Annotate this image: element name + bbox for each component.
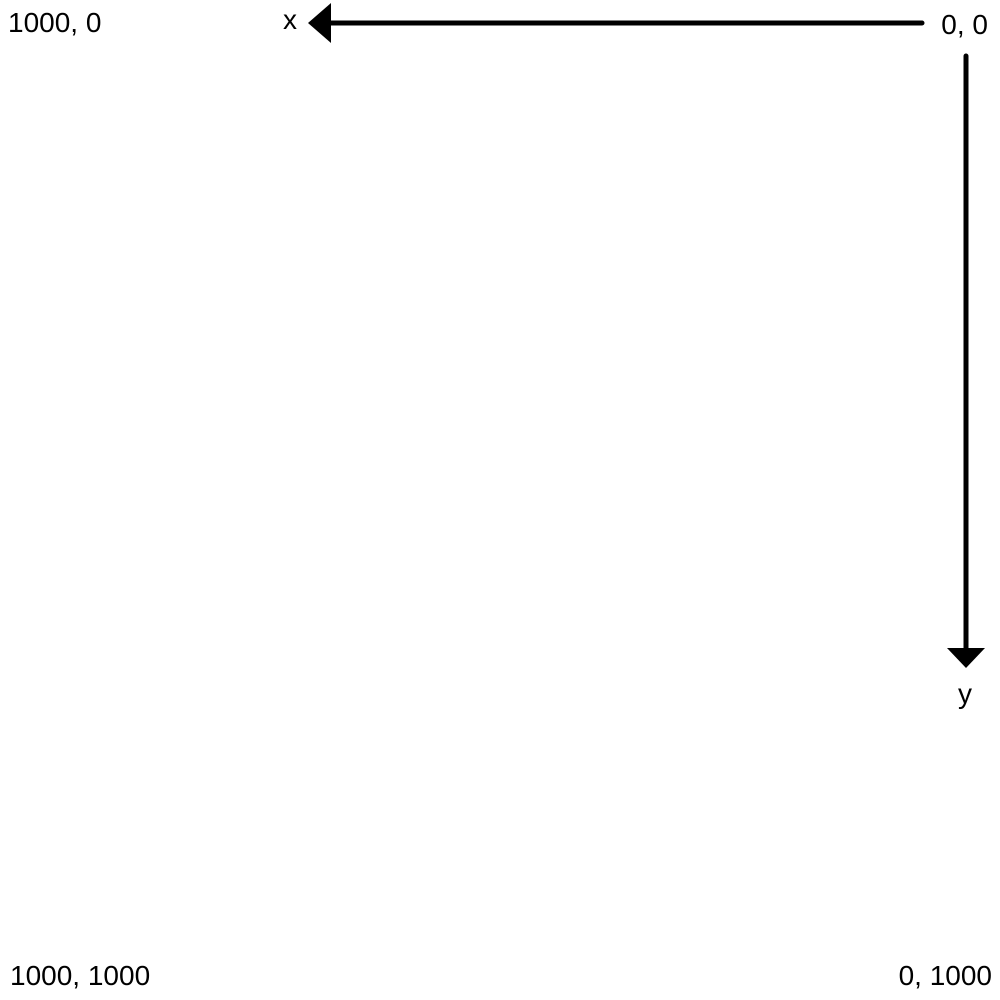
- x-axis-arrowhead-icon: [308, 3, 331, 43]
- y-axis-arrowhead-icon: [947, 648, 985, 668]
